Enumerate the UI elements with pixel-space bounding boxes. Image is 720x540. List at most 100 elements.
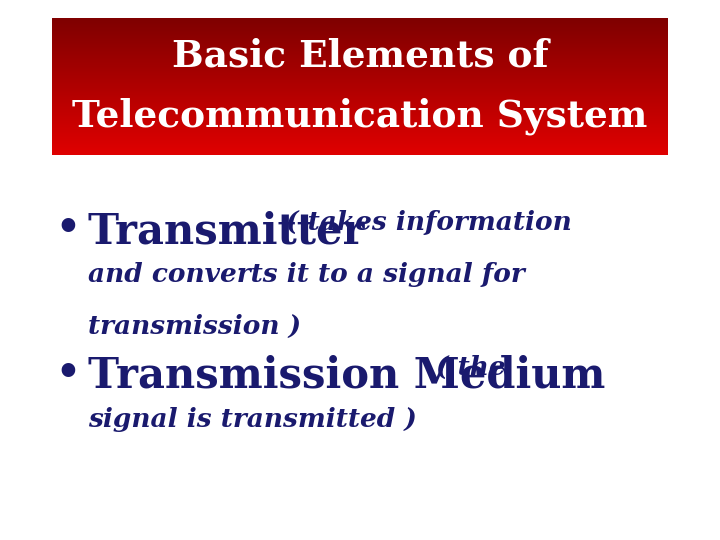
Bar <box>52 153 668 154</box>
Bar <box>52 36 668 37</box>
Text: Transmitter: Transmitter <box>88 210 366 252</box>
Text: •: • <box>55 210 80 248</box>
Bar <box>52 119 668 120</box>
Bar <box>52 31 668 32</box>
Bar <box>52 141 668 142</box>
Bar <box>52 143 668 144</box>
Bar <box>52 115 668 116</box>
Bar <box>52 26 668 27</box>
Bar <box>52 126 668 127</box>
Bar <box>52 19 668 20</box>
Bar <box>52 134 668 135</box>
Bar <box>52 148 668 149</box>
Bar <box>52 147 668 148</box>
Bar <box>52 104 668 105</box>
Bar <box>52 139 668 140</box>
Text: Basic Elements of: Basic Elements of <box>171 38 549 75</box>
Bar <box>52 40 668 41</box>
Bar <box>52 43 668 44</box>
Bar <box>52 131 668 132</box>
Bar <box>52 130 668 131</box>
Bar <box>52 121 668 122</box>
Bar <box>52 78 668 79</box>
Bar <box>52 85 668 86</box>
Bar <box>52 127 668 129</box>
Bar <box>52 76 668 77</box>
Bar <box>52 21 668 22</box>
Bar <box>52 24 668 25</box>
Bar <box>52 116 668 117</box>
Bar <box>52 45 668 46</box>
Bar <box>52 69 668 70</box>
Bar <box>52 49 668 50</box>
Bar <box>52 135 668 136</box>
Bar <box>52 56 668 57</box>
Bar <box>52 30 668 31</box>
Bar <box>52 41 668 42</box>
Bar <box>52 42 668 43</box>
Bar <box>52 154 668 155</box>
Bar <box>52 93 668 94</box>
Bar <box>52 71 668 72</box>
Bar <box>52 35 668 36</box>
Bar <box>52 144 668 145</box>
Bar <box>52 132 668 133</box>
Bar <box>52 46 668 47</box>
Bar <box>52 39 668 40</box>
Bar <box>52 53 668 55</box>
Text: •: • <box>55 355 80 393</box>
Bar <box>52 136 668 137</box>
Bar <box>52 88 668 89</box>
Bar <box>52 150 668 151</box>
Bar <box>52 97 668 98</box>
Bar <box>52 23 668 24</box>
Bar <box>52 110 668 111</box>
Bar <box>52 120 668 121</box>
Bar <box>52 91 668 92</box>
Bar <box>52 25 668 26</box>
Bar <box>52 123 668 124</box>
Bar <box>52 37 668 38</box>
Bar <box>52 44 668 45</box>
Bar <box>52 142 668 143</box>
Bar <box>52 59 668 60</box>
Bar <box>52 57 668 58</box>
Bar <box>52 92 668 93</box>
Bar <box>52 86 668 87</box>
Bar <box>52 83 668 84</box>
Text: ( takes information: ( takes information <box>286 210 572 235</box>
Bar <box>52 96 668 97</box>
Text: Telecommunication System: Telecommunication System <box>72 98 648 136</box>
Bar <box>52 75 668 76</box>
Text: transmission ): transmission ) <box>88 314 301 339</box>
Bar <box>52 101 668 102</box>
Bar <box>52 107 668 108</box>
Bar <box>52 98 668 99</box>
Bar <box>52 80 668 81</box>
Bar <box>52 117 668 118</box>
Bar <box>52 84 668 85</box>
Bar <box>52 109 668 110</box>
Bar <box>52 47 668 48</box>
Bar <box>52 99 668 100</box>
Bar <box>52 113 668 114</box>
Text: and converts it to a signal for: and converts it to a signal for <box>88 262 525 287</box>
Bar <box>52 50 668 51</box>
Bar <box>52 87 668 88</box>
Bar <box>52 105 668 106</box>
Bar <box>52 66 668 68</box>
Bar <box>52 152 668 153</box>
Bar <box>52 52 668 53</box>
Bar <box>52 51 668 52</box>
Bar <box>52 100 668 101</box>
Bar <box>52 18 668 19</box>
Bar <box>52 122 668 123</box>
Bar <box>52 90 668 91</box>
Bar <box>52 62 668 63</box>
Bar <box>52 81 668 82</box>
Bar <box>52 65 668 66</box>
Bar <box>52 58 668 59</box>
Bar <box>52 140 668 141</box>
Bar <box>52 27 668 28</box>
Bar <box>52 73 668 74</box>
